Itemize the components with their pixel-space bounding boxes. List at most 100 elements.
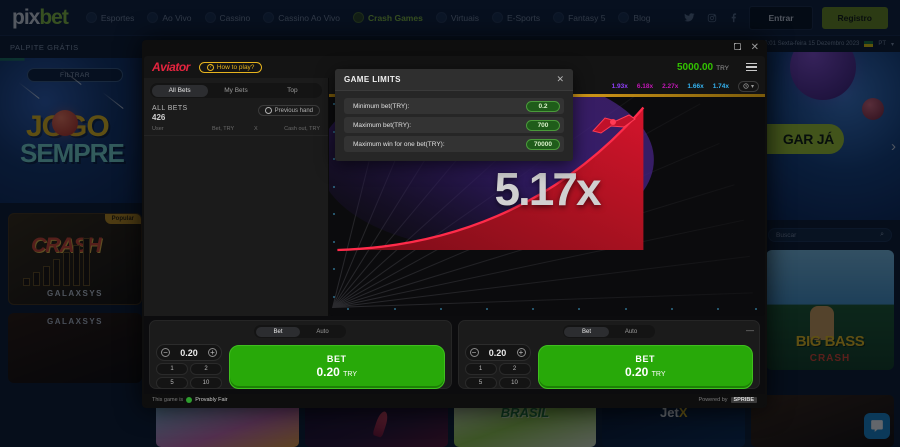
quick-amount-button-5[interactable]: 5 (464, 377, 497, 389)
spribe-logo: SPRIBE (730, 397, 757, 403)
tab-bet-2[interactable]: Bet (564, 326, 609, 337)
previous-hand-button[interactable]: Previous hand (257, 105, 320, 116)
quick-amount-button-5[interactable]: 5 (156, 377, 188, 389)
increment-button-1[interactable]: + (208, 348, 217, 357)
clock-icon (264, 107, 272, 114)
previous-hand-label: Previous hand (274, 107, 313, 114)
balance-currency: TRY (716, 64, 729, 72)
quick-amounts-2: 1 2 5 10 (464, 363, 531, 389)
tab-bet-1[interactable]: Bet (255, 326, 301, 337)
place-bet-button-1[interactable]: BET 0.20 TRY (229, 344, 445, 389)
bet-amount-value-2[interactable]: 0.20 (488, 347, 507, 358)
bet-button-amount-2: 0.20 TRY (624, 365, 666, 379)
limit-label: Maximum bet(TRY): (353, 121, 412, 129)
how-to-play-label: How to play? (216, 63, 255, 71)
bet-button-amount-1: 0.20 TRY (316, 365, 358, 379)
limit-label: Maximum win for one bet(TRY): (353, 140, 445, 148)
game-limits-body: Minimum bet(TRY): 0.2 Maximum bet(TRY): … (335, 91, 573, 161)
quick-amount-button-10[interactable]: 10 (498, 377, 531, 389)
bet-button-label-2: BET (635, 354, 656, 364)
history-item[interactable]: 1.66x (687, 82, 704, 90)
tab-auto-1[interactable]: Auto (316, 328, 329, 335)
bets-list[interactable] (144, 136, 328, 316)
limit-row-maximum-bet: Maximum bet(TRY): 700 (344, 117, 564, 133)
bet-mode-tabs-2: Bet Auto (562, 325, 655, 338)
stepper-top-1: − 0.20 + (156, 344, 222, 361)
powered-by-label: Powered by (698, 397, 728, 403)
bet-amount-value-1[interactable]: 0.20 (180, 347, 198, 358)
y-axis-ticks (333, 103, 336, 300)
quick-amount-button-10[interactable]: 10 (190, 377, 222, 389)
bet-controls: Bet Auto − 0.20 + 1 2 (144, 316, 765, 394)
current-multiplier: 5.17x (494, 162, 601, 215)
quick-amount-button-2[interactable]: 2 (498, 363, 531, 375)
bet-panel-1: Bet Auto − 0.20 + 1 2 (149, 320, 452, 389)
x-axis-ticks (339, 308, 759, 311)
column-user: User (152, 126, 164, 132)
history-toggle-button[interactable]: ▾ (737, 80, 759, 92)
tab-auto-2[interactable]: Auto (624, 328, 638, 335)
provably-fair-link[interactable]: Provably Fair (195, 397, 228, 403)
close-icon[interactable]: ✕ (750, 42, 759, 53)
bets-panel: All Bets My Bets Top ALL BETS 426 Previo… (144, 78, 329, 316)
modal-titlebar: ✕ (142, 40, 767, 56)
stepper-top-2: − 0.20 + (464, 344, 531, 361)
quick-amounts-1: 1 2 5 10 (156, 363, 222, 389)
column-bet: Bet, TRY (212, 126, 235, 132)
question-icon: ? (206, 63, 214, 71)
game-header: Aviator ? How to play? 5000.00 TRY (144, 56, 765, 78)
bets-table-header: User Bet, TRY X Cash out, TRY (144, 122, 328, 136)
tab-top[interactable]: Top (287, 86, 298, 94)
game-limits-title: GAME LIMITS (344, 75, 401, 84)
history-item[interactable]: 2.27x (662, 82, 679, 90)
bet-panel-2: Bet Auto — − 0.20 + 1 (457, 320, 760, 389)
limit-value: 700 (526, 119, 560, 131)
place-bet-button-2[interactable]: BET 0.20 TRY (537, 344, 753, 389)
balance-amount: 5000.00 (676, 61, 714, 73)
close-icon[interactable]: ✕ (556, 74, 564, 84)
game-limits-header: GAME LIMITS ✕ (335, 69, 573, 91)
limit-row-minimum-bet: Minimum bet(TRY): 0.2 (344, 98, 564, 114)
collapse-panel-icon-2[interactable]: — (746, 326, 754, 335)
all-bets-summary: ALL BETS 426 Previous hand (144, 103, 328, 122)
chevron-down-icon: ▾ (750, 83, 754, 90)
bets-tabs: All Bets My Bets Top (150, 83, 322, 98)
increment-button-2[interactable]: + (516, 348, 526, 357)
history-item[interactable]: 6.18x (636, 82, 654, 90)
quick-amount-button-1[interactable]: 1 (464, 363, 497, 375)
powered-by-block: Powered by SPRIBE (698, 397, 757, 403)
expand-icon[interactable] (733, 42, 742, 54)
bet-row-2: − 0.20 + 1 2 5 10 B (464, 344, 753, 389)
decrement-button-1[interactable]: − (161, 348, 170, 357)
how-to-play-button[interactable]: ? How to play? (198, 61, 263, 73)
tab-my-bets[interactable]: My Bets (224, 86, 248, 94)
limit-label: Minimum bet(TRY): (353, 102, 410, 110)
game-limits-dialog: GAME LIMITS ✕ Minimum bet(TRY): 0.2 Maxi… (335, 69, 573, 161)
hamburger-icon[interactable] (746, 62, 757, 72)
fair-prefix: This game is (152, 397, 184, 403)
game-footer: This game is Provably Fair Powered by SP… (144, 394, 765, 406)
history-item[interactable]: 1.93x (611, 82, 628, 90)
balance-display: 5000.00 TRY (677, 62, 729, 73)
all-bets-label: ALL BETS (152, 105, 188, 112)
plane-icon (592, 114, 636, 134)
bet-amount-stepper-1: − 0.20 + 1 2 5 10 (156, 344, 222, 389)
bet-row-1: − 0.20 + 1 2 5 10 B (156, 344, 445, 389)
bet-mode-tabs-1: Bet Auto (254, 325, 347, 338)
quick-amount-button-1[interactable]: 1 (156, 363, 188, 375)
tab-all-bets[interactable]: All Bets (151, 84, 208, 97)
limit-value: 70000 (525, 138, 560, 150)
aviator-logo: Aviator (152, 60, 190, 74)
all-bets-block: ALL BETS 426 (152, 105, 188, 122)
bet-amount-stepper-2: − 0.20 + 1 2 5 10 (464, 344, 531, 389)
limit-value: 0.2 (526, 100, 560, 112)
history-item[interactable]: 1.74x (712, 82, 729, 90)
shield-check-icon (186, 397, 193, 403)
all-bets-count: 426 (152, 113, 166, 122)
decrement-button-2[interactable]: − (469, 348, 479, 357)
quick-amount-button-2[interactable]: 2 (190, 363, 222, 375)
limit-row-maximum-win: Maximum win for one bet(TRY): 70000 (344, 136, 564, 152)
column-multiplier: X (254, 126, 258, 132)
column-cashout: Cash out, TRY (284, 126, 320, 132)
